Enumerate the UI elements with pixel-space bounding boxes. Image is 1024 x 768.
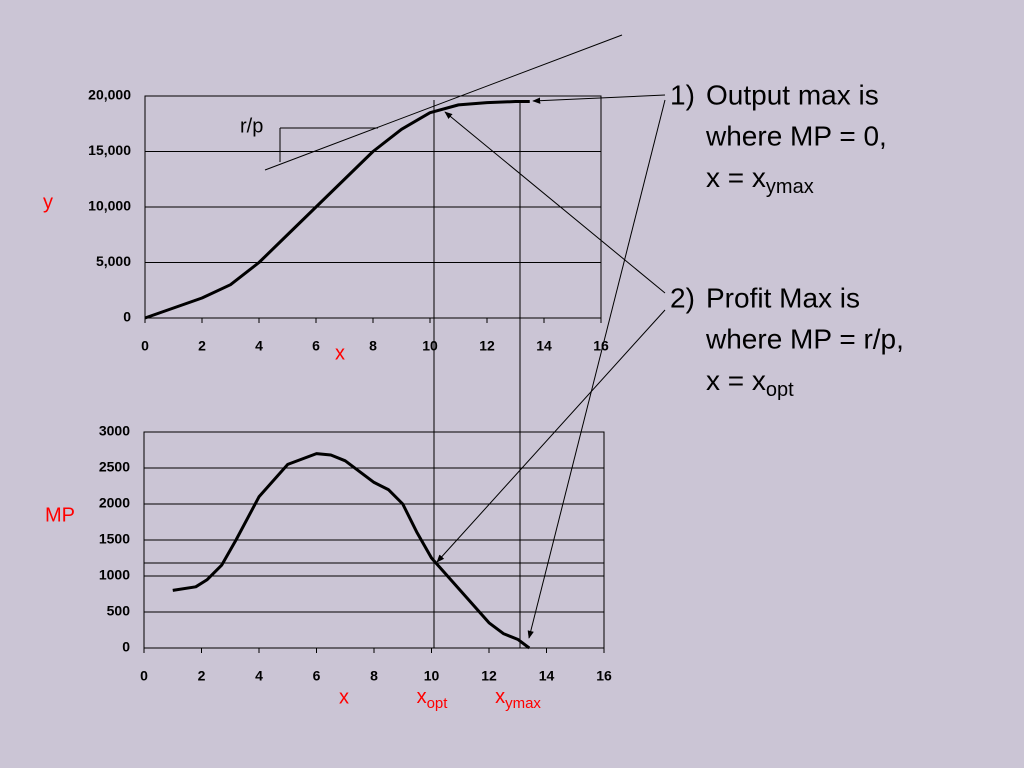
y-axis-label: y <box>43 191 53 213</box>
note-marker: 2) <box>670 282 695 313</box>
y-tick-label: 2500 <box>99 459 130 475</box>
y-tick-label: 5,000 <box>96 253 131 269</box>
note-line: where MP = r/p, <box>705 323 904 354</box>
x-marker-label: xopt <box>417 686 449 712</box>
x-tick-label: 12 <box>479 338 495 354</box>
note-marker: 1) <box>670 79 695 110</box>
arrow <box>532 94 666 104</box>
y-tick-label: 0 <box>122 639 130 655</box>
x-tick-label: 2 <box>198 338 206 354</box>
x-tick-label: 2 <box>198 668 206 684</box>
x-tick-label: 8 <box>369 338 377 354</box>
x-tick-label: 10 <box>424 668 440 684</box>
y-tick-label: 10,000 <box>88 198 131 214</box>
y-tick-label: 15,000 <box>88 142 131 158</box>
x-tick-label: 16 <box>593 338 609 354</box>
arrow <box>436 309 666 563</box>
note-text: x = x <box>706 365 766 396</box>
note-line: x = xopt <box>706 365 794 401</box>
note-text: x = x <box>706 162 766 193</box>
decorations <box>144 34 666 648</box>
x-tick-label: 8 <box>370 668 378 684</box>
x-tick-label: 0 <box>140 668 148 684</box>
x-tick-label: 12 <box>481 668 497 684</box>
x-tick-label: 16 <box>596 668 612 684</box>
x-axis-label: x <box>335 342 345 364</box>
y-tick-label: 2000 <box>99 495 130 511</box>
marker-main: x <box>495 686 505 708</box>
x-tick-label: 4 <box>255 338 263 354</box>
y-axis-label: MP <box>45 504 75 526</box>
x-tick-label: 14 <box>536 338 552 354</box>
x-axis-label: x <box>339 686 349 708</box>
y-tick-label: 0 <box>123 309 131 325</box>
y-tick-label: 20,000 <box>88 87 131 103</box>
marker-sub: opt <box>427 695 449 712</box>
y-tick-label: 1000 <box>99 567 130 583</box>
x-tick-label: 6 <box>312 338 320 354</box>
arrow <box>444 111 666 294</box>
x-tick-label: 0 <box>141 338 149 354</box>
note-line: Output max is <box>706 79 879 110</box>
tangent-line <box>264 34 623 171</box>
note-line: Profit Max is <box>706 282 860 313</box>
arrow <box>527 99 666 639</box>
marker-sub: ymax <box>505 695 541 712</box>
x-tick-label: 4 <box>255 668 263 684</box>
note-sub: opt <box>766 379 794 401</box>
y-tick-label: 3000 <box>99 423 130 439</box>
annotation: r/p <box>240 115 263 137</box>
note-sub: ymax <box>766 176 814 198</box>
x-tick-label: 14 <box>539 668 555 684</box>
marker-main: x <box>417 686 427 708</box>
data-line <box>172 452 531 650</box>
x-marker-label: xymax <box>495 686 541 712</box>
note-line: x = xymax <box>706 162 814 198</box>
x-tick-label: 10 <box>422 338 438 354</box>
y-tick-label: 1500 <box>99 531 130 547</box>
note-line: where MP = 0, <box>705 120 887 151</box>
y-tick-label: 500 <box>107 603 131 619</box>
data-line <box>144 100 530 320</box>
x-tick-label: 6 <box>313 668 321 684</box>
